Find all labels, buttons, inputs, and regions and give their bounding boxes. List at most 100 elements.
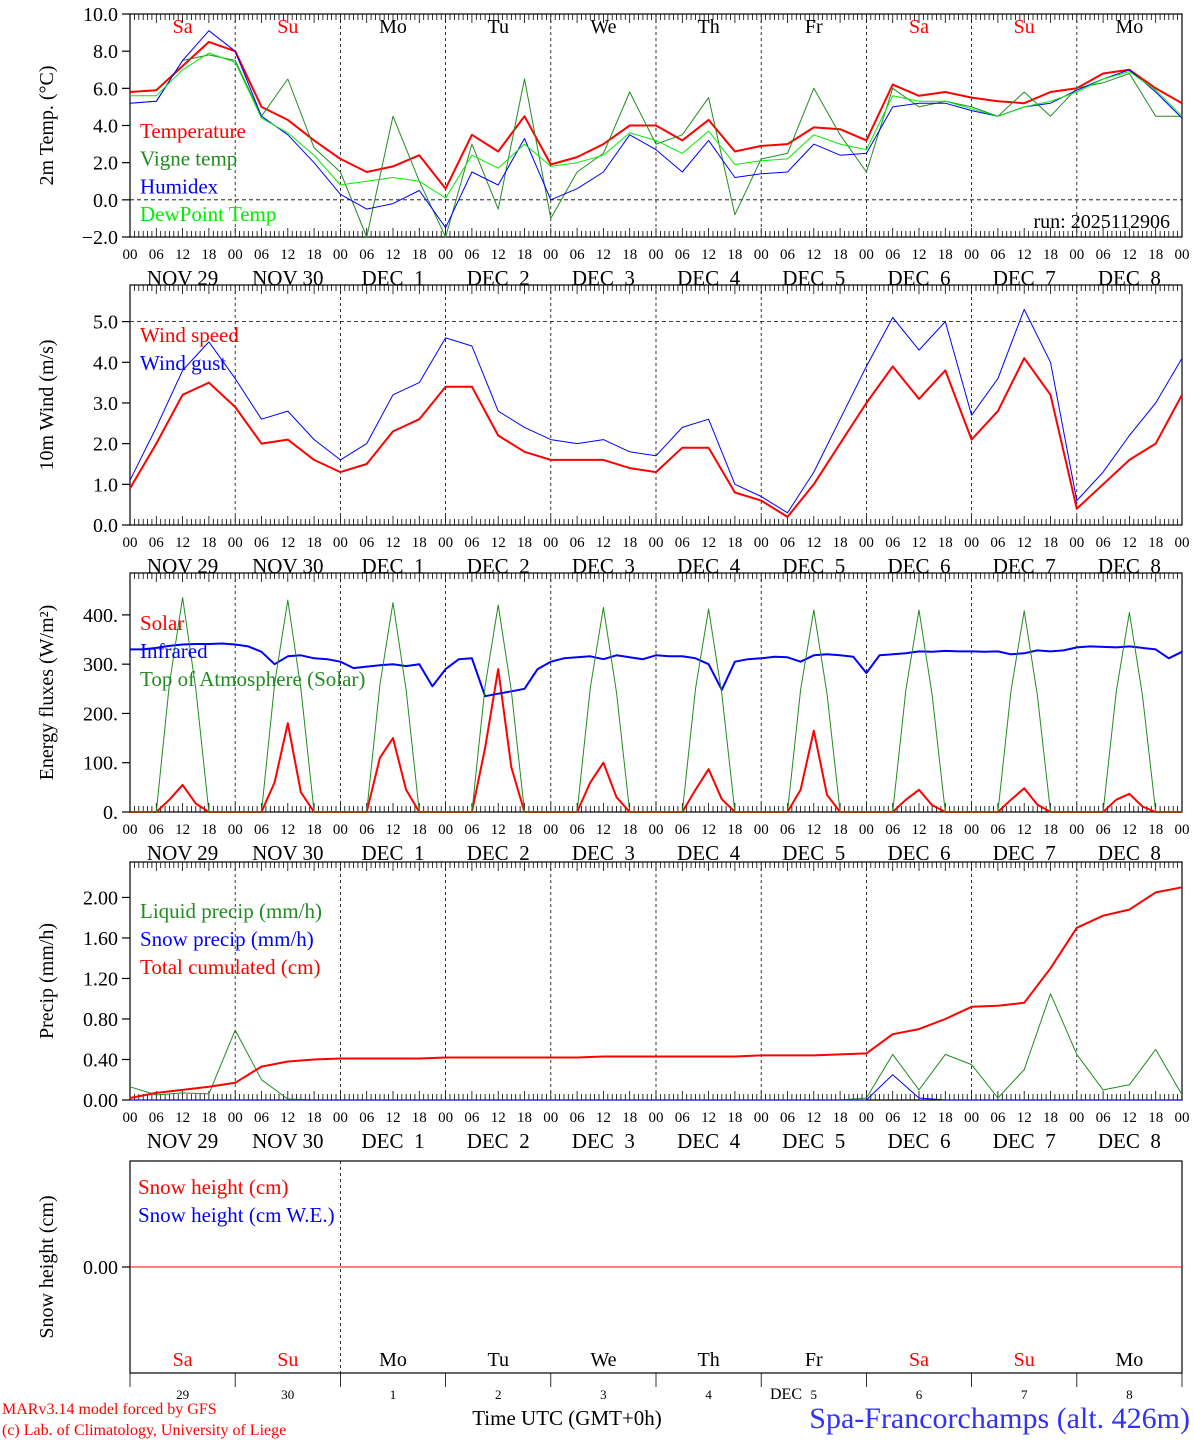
day-name: Su — [277, 1349, 298, 1371]
y-tick-label: 0. — [103, 802, 118, 824]
hour-label: 18 — [727, 1110, 742, 1126]
y-tick-label: 6.0 — [93, 78, 118, 100]
hour-label: 00 — [964, 535, 979, 551]
date-label: DEC 6 — [888, 841, 951, 865]
y-tick-label: 100. — [83, 753, 118, 775]
hour-label: 00 — [649, 822, 664, 838]
hour-label: 06 — [990, 1110, 1006, 1126]
hour-label: 00 — [543, 535, 558, 551]
hour-label: 00 — [964, 822, 979, 838]
y-tick-label: 400. — [83, 605, 118, 627]
hour-label: 06 — [254, 822, 270, 838]
date-label: DEC 2 — [467, 1129, 530, 1153]
hour-label: 18 — [833, 535, 848, 551]
hour-label: 18 — [622, 822, 637, 838]
y-axis-label: Precip (mm/h) — [36, 923, 58, 1039]
hour-label: 12 — [701, 1110, 716, 1126]
hour-label: 18 — [833, 1110, 848, 1126]
date-label: DEC 3 — [572, 841, 635, 865]
date-label: NOV 30 — [252, 1129, 323, 1153]
hour-label: 00 — [543, 247, 558, 263]
day-name: We — [590, 1349, 616, 1371]
hour-label: 06 — [359, 247, 375, 263]
day-name: Mo — [379, 16, 407, 38]
hour-label: 18 — [1043, 822, 1058, 838]
date-label: DEC 2 — [467, 841, 530, 865]
hour-label: 00 — [123, 822, 138, 838]
legend-entry: Wind gust — [140, 351, 226, 375]
panel-4: 2.00 1.60 1.20 0.80 0.40 0.00 Precip (mm/h) Liq… — [36, 861, 1190, 1153]
hour-label: 06 — [990, 535, 1006, 551]
hour-label: 06 — [675, 1110, 691, 1126]
hour-label: 00 — [1175, 535, 1190, 551]
y-tick-label: 3.0 — [93, 393, 118, 415]
hour-label: 12 — [701, 822, 716, 838]
hour-label: 12 — [491, 822, 506, 838]
hour-label: 00 — [333, 1110, 348, 1126]
hour-label: 12 — [175, 1110, 190, 1126]
day-number: 1 — [390, 1387, 397, 1402]
hour-label: 00 — [333, 247, 348, 263]
day-name: Sa — [909, 16, 929, 38]
day-name: Tu — [487, 16, 509, 38]
hour-label: 18 — [622, 535, 637, 551]
date-label: NOV 30 — [252, 841, 323, 865]
hour-label: 12 — [1122, 247, 1137, 263]
hour-label: 12 — [491, 247, 506, 263]
series-line-total-cumulated-cm — [129, 886, 1183, 1099]
hour-label: 18 — [412, 822, 427, 838]
y-axis-label: Snow height (cm) — [36, 1195, 58, 1338]
day-name: Su — [1014, 1349, 1035, 1371]
hour-label: 00 — [1069, 1110, 1084, 1126]
model-credit: MARv3.14 model forced by GFS — [2, 1401, 217, 1418]
date-label: DEC 1 — [362, 1129, 425, 1153]
hour-label: 06 — [780, 1110, 796, 1126]
hour-label: 12 — [175, 822, 190, 838]
hour-label: 06 — [570, 1110, 586, 1126]
hour-ticks — [129, 862, 1183, 1100]
series-line-dewpoint-temp — [130, 52, 1183, 199]
hour-label: 06 — [1096, 535, 1112, 551]
hour-label: 06 — [570, 535, 586, 551]
legend-entry: Snow precip (mm/h) — [140, 927, 314, 951]
hour-label: 12 — [1017, 247, 1032, 263]
day-number: 30 — [281, 1387, 294, 1402]
date-label: DEC 4 — [677, 1129, 741, 1153]
hour-label: 00 — [543, 822, 558, 838]
hour-label: 18 — [517, 822, 532, 838]
legend-entry: Snow height (cm) — [138, 1175, 288, 1199]
day-name: Fr — [805, 16, 823, 38]
hour-label: 18 — [517, 1110, 532, 1126]
day-name: Tu — [487, 1349, 509, 1371]
day-name: Th — [697, 16, 719, 38]
hour-label: 06 — [990, 247, 1006, 263]
hour-label: 06 — [570, 247, 586, 263]
hour-label: 00 — [754, 822, 769, 838]
date-label: DEC 7 — [993, 841, 1056, 865]
hour-label: 00 — [438, 822, 453, 838]
hour-label: 06 — [780, 822, 796, 838]
hour-label: 18 — [1043, 535, 1058, 551]
hour-label: 12 — [596, 247, 611, 263]
hour-label: 00 — [228, 535, 243, 551]
hour-label: 12 — [596, 1110, 611, 1126]
y-tick-label: 8.0 — [93, 41, 118, 63]
y-tick-label: 0.00 — [83, 1257, 118, 1279]
hour-label: 00 — [964, 1110, 979, 1126]
hour-ticks — [129, 14, 1183, 237]
hour-label: 18 — [833, 247, 848, 263]
series-line-snow-precip-mm-h — [130, 1074, 1182, 1101]
day-number: 5 — [811, 1387, 818, 1402]
hour-label: 06 — [254, 1110, 270, 1126]
date-label: NOV 29 — [147, 1129, 218, 1153]
day-name: Su — [1014, 16, 1035, 38]
hour-label: 18 — [412, 247, 427, 263]
plot-frame — [129, 861, 1183, 1101]
hour-label: 18 — [727, 247, 742, 263]
hour-label: 00 — [1069, 535, 1084, 551]
hour-label: 06 — [149, 247, 165, 263]
lab-credit: (c) Lab. of Climatology, University of L… — [2, 1422, 286, 1439]
station-title: Spa-Francorchamps (alt. 426m) — [809, 1402, 1190, 1435]
hour-label: 00 — [438, 535, 453, 551]
